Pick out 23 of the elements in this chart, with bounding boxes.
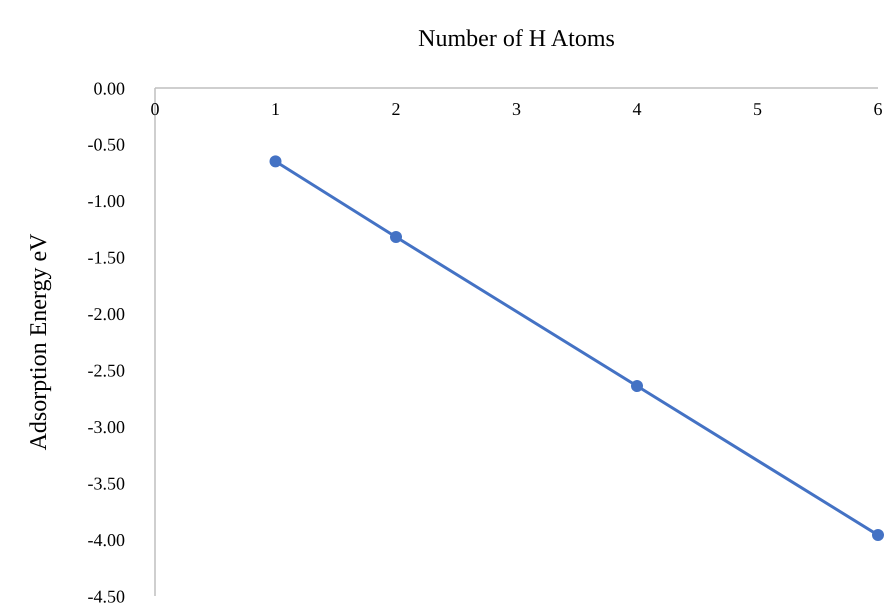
y-axis-title: Adsorption Energy eV (26, 232, 52, 450)
y-tick-label: 0.00 (94, 78, 125, 98)
y-tick-label: -4.50 (88, 586, 125, 604)
x-tick-label: 6 (874, 99, 882, 119)
y-tick-label: -2.00 (88, 304, 125, 324)
x-tick-label: 4 (632, 99, 642, 119)
x-tick-label: 3 (512, 99, 521, 119)
point (270, 155, 282, 168)
x-tick-label: 2 (392, 99, 400, 119)
y-tick-label: -2.50 (88, 360, 125, 381)
y-tick-label: -1.00 (88, 191, 125, 212)
y-tick-label: -3.00 (88, 416, 125, 437)
y-tick-label: -0.50 (88, 134, 125, 155)
y-tick-label: -4.00 (88, 530, 125, 550)
x-tick-label: 1 (271, 99, 280, 119)
y-tick-label: -1.50 (88, 248, 125, 268)
y-tick-label: -3.50 (88, 473, 125, 494)
point (872, 529, 884, 542)
x-axis-title: Number of H Atoms (418, 26, 615, 52)
point (631, 380, 643, 392)
x-tick-label: 0 (150, 99, 160, 119)
x-tick-label: 5 (753, 99, 762, 119)
point (390, 231, 402, 244)
